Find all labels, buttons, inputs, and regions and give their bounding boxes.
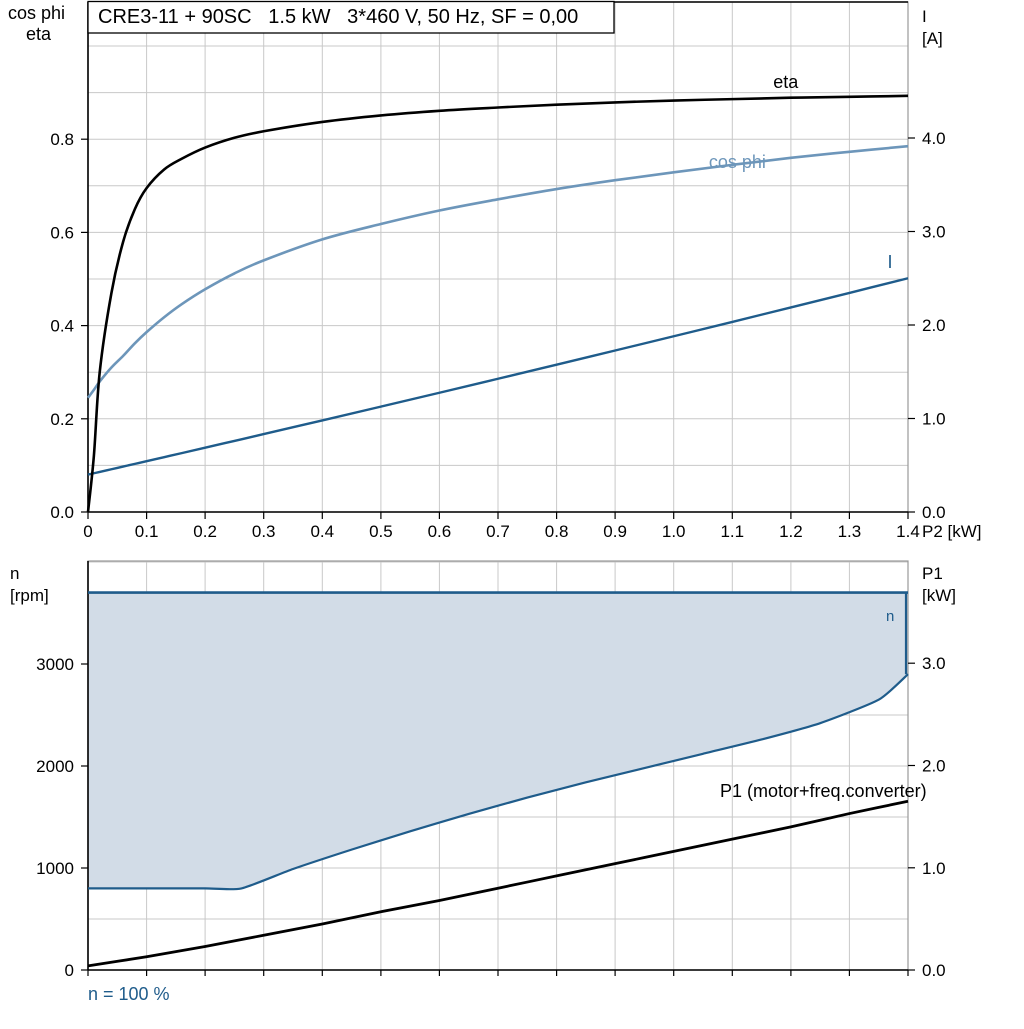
svg-text:1.0: 1.0 [922,859,946,878]
svg-text:eta: eta [26,24,52,44]
svg-text:0.5: 0.5 [369,522,393,541]
svg-text:0.7: 0.7 [486,522,510,541]
svg-text:0.2: 0.2 [193,522,217,541]
svg-text:I: I [922,7,927,26]
svg-text:0.1: 0.1 [135,522,159,541]
svg-text:0.0: 0.0 [922,503,946,522]
svg-text:2000: 2000 [36,757,74,776]
svg-text:3000: 3000 [36,655,74,674]
svg-text:[A]: [A] [922,29,943,48]
svg-text:P1: P1 [922,564,943,583]
svg-text:3.0: 3.0 [922,223,946,242]
svg-text:0.3: 0.3 [252,522,276,541]
svg-text:0.4: 0.4 [310,522,334,541]
svg-text:I: I [888,252,893,272]
svg-text:1.2: 1.2 [779,522,803,541]
svg-text:1.0: 1.0 [662,522,686,541]
svg-text:1.4: 1.4 [896,522,920,541]
svg-text:1.3: 1.3 [838,522,862,541]
svg-text:4.0: 4.0 [922,129,946,148]
svg-text:0.2: 0.2 [50,410,74,429]
svg-text:2.0: 2.0 [922,757,946,776]
svg-text:[kW]: [kW] [922,586,956,605]
svg-text:[rpm]: [rpm] [10,586,49,605]
svg-text:n = 100 %: n = 100 % [88,984,170,1004]
svg-text:0.6: 0.6 [428,522,452,541]
svg-text:3.0: 3.0 [922,654,946,673]
svg-text:1.1: 1.1 [720,522,744,541]
svg-text:0.4: 0.4 [50,317,74,336]
svg-text:0: 0 [83,522,92,541]
svg-text:1.0: 1.0 [922,410,946,429]
svg-text:0.6: 0.6 [50,223,74,242]
svg-text:n: n [10,564,19,583]
svg-text:0.9: 0.9 [603,522,627,541]
svg-text:0: 0 [65,961,74,980]
svg-text:0.0: 0.0 [922,961,946,980]
svg-text:0.8: 0.8 [50,130,74,149]
svg-text:0.0: 0.0 [50,503,74,522]
svg-text:0.8: 0.8 [545,522,569,541]
svg-text:2.0: 2.0 [922,316,946,335]
svg-text:n: n [886,608,894,625]
svg-text:cos phi: cos phi [709,152,766,172]
svg-text:P1 (motor+freq.converter): P1 (motor+freq.converter) [720,781,927,801]
svg-text:P2 [kW]: P2 [kW] [922,522,982,541]
svg-text:eta: eta [773,72,799,92]
svg-text:CRE3-11 + 90SC 1.5 kW 3*46: CRE3-11 + 90SC 1.5 kW 3*460 V, 50 Hz, SF… [98,6,578,28]
svg-text:cos phi: cos phi [8,3,65,23]
svg-text:1000: 1000 [36,859,74,878]
